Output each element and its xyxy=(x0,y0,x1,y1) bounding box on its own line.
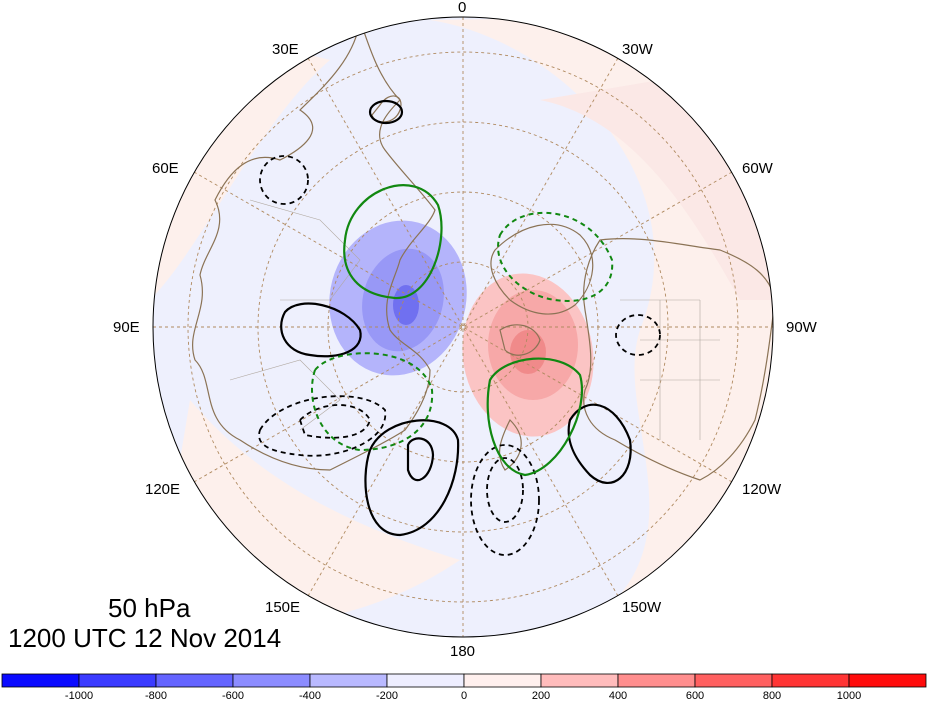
colorbar-tick-label: 1000 xyxy=(836,690,862,702)
green-dashed-contours xyxy=(311,211,614,452)
lon-label-90e: 90E xyxy=(113,319,140,336)
colorbar-tick-label: 200 xyxy=(531,690,551,702)
colorbar-box xyxy=(463,673,542,688)
lon-label-150e: 150E xyxy=(265,599,301,616)
colorbar-tick-label: -400 xyxy=(298,690,322,702)
negative-contours xyxy=(258,155,661,556)
colorbar-box xyxy=(1,673,80,688)
colorbar-tick-label: 800 xyxy=(762,690,782,702)
colorbar-box xyxy=(232,673,311,688)
lon-label-30w: 30W xyxy=(622,41,653,58)
colorbar-box xyxy=(848,673,927,688)
lon-label-30e: 30E xyxy=(272,41,299,58)
colorbar-tick-label: 600 xyxy=(685,690,705,702)
colorbar-box xyxy=(540,673,619,688)
political-borders xyxy=(229,199,720,440)
green-solid-contours xyxy=(343,184,583,477)
colorbar-tick-label: -1000 xyxy=(64,690,94,702)
map-boundary xyxy=(152,16,774,638)
lon-label-60e: 60E xyxy=(152,160,179,177)
colorbar-tick-label: -200 xyxy=(375,690,399,702)
alaska-coast xyxy=(498,418,522,471)
lon-label-150w: 150W xyxy=(622,599,662,616)
valid-time-title: 1200 UTC 12 Nov 2014 xyxy=(8,623,282,653)
lon-label-180: 180 xyxy=(450,643,476,660)
colorbar-box xyxy=(694,673,773,688)
colorbar-tick-label: 400 xyxy=(608,690,628,702)
colorbar-box xyxy=(78,673,157,688)
colorbar-tick-label: -600 xyxy=(221,690,245,702)
positive-contours xyxy=(280,99,632,537)
coastlines xyxy=(191,19,773,481)
lon-label-90w: 90W xyxy=(786,319,817,336)
lon-label-120e: 120E xyxy=(145,481,181,498)
lon-label-0: 0 xyxy=(458,0,467,16)
arctic-islands xyxy=(499,324,541,356)
north-america-coast xyxy=(583,238,773,481)
positive-anomaly-core xyxy=(510,330,546,374)
colorbar-tick-label: -800 xyxy=(144,690,168,702)
lon-label-60w: 60W xyxy=(742,160,773,177)
lon-label-120w: 120W xyxy=(742,481,782,498)
eurasia-coast xyxy=(191,19,436,471)
colorbar-tick-label: 0 xyxy=(460,690,468,702)
colorbar xyxy=(1,673,927,688)
colorbar-box xyxy=(155,673,234,688)
colorbar-box xyxy=(386,673,465,688)
colorbar-box xyxy=(617,673,696,688)
colorbar-box xyxy=(309,673,388,688)
colorbar-box xyxy=(771,673,850,688)
greenland-coast xyxy=(490,223,594,315)
pressure-level-title: 50 hPa xyxy=(108,593,191,623)
